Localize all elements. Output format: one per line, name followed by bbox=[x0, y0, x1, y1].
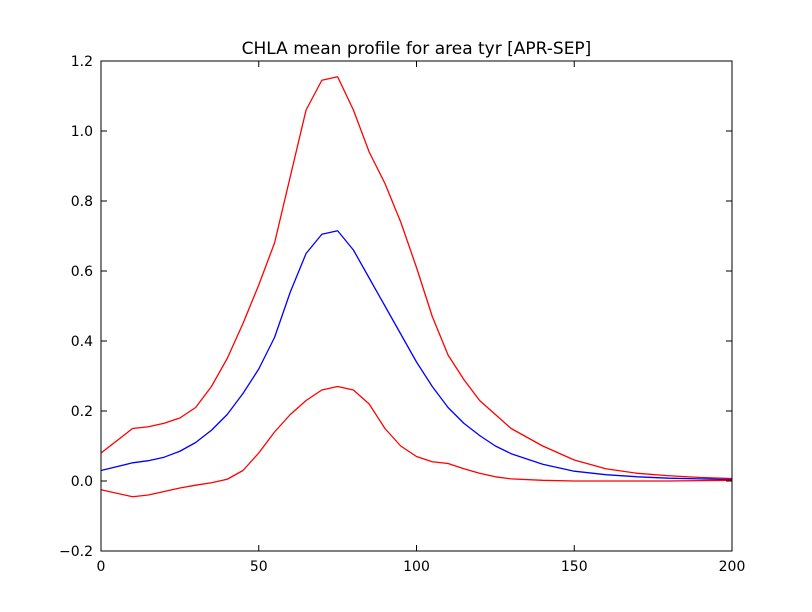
x-tick-label: 0 bbox=[97, 559, 106, 575]
x-tick-label: 50 bbox=[250, 559, 268, 575]
y-tick-label: 0.2 bbox=[71, 404, 93, 420]
chart-title: CHLA mean profile for area tyr [APR-SEP] bbox=[242, 39, 592, 59]
y-tick-label: 1.0 bbox=[71, 124, 93, 140]
y-tick-label: 0.8 bbox=[71, 194, 93, 210]
x-tick-label: 100 bbox=[403, 559, 430, 575]
x-tick-label: 200 bbox=[719, 559, 746, 575]
series-line-2 bbox=[100, 230, 733, 481]
y-tick-label: 0.6 bbox=[71, 264, 93, 280]
series-layer bbox=[100, 76, 733, 498]
y-tick-label: 0.0 bbox=[71, 474, 93, 490]
y-tick-label: −0.2 bbox=[59, 544, 93, 560]
y-tick-label: 0.4 bbox=[71, 334, 93, 350]
series-line-1 bbox=[100, 76, 733, 480]
x-tick-label: 150 bbox=[561, 559, 588, 575]
series-line-3 bbox=[100, 385, 733, 498]
tick-layer: 0 50 100 150 200 −0.2 0.0 0.2 0.4 0.6 0.8 1.0 1.2 bbox=[59, 54, 745, 575]
y-tick-label: 1.2 bbox=[71, 54, 93, 70]
